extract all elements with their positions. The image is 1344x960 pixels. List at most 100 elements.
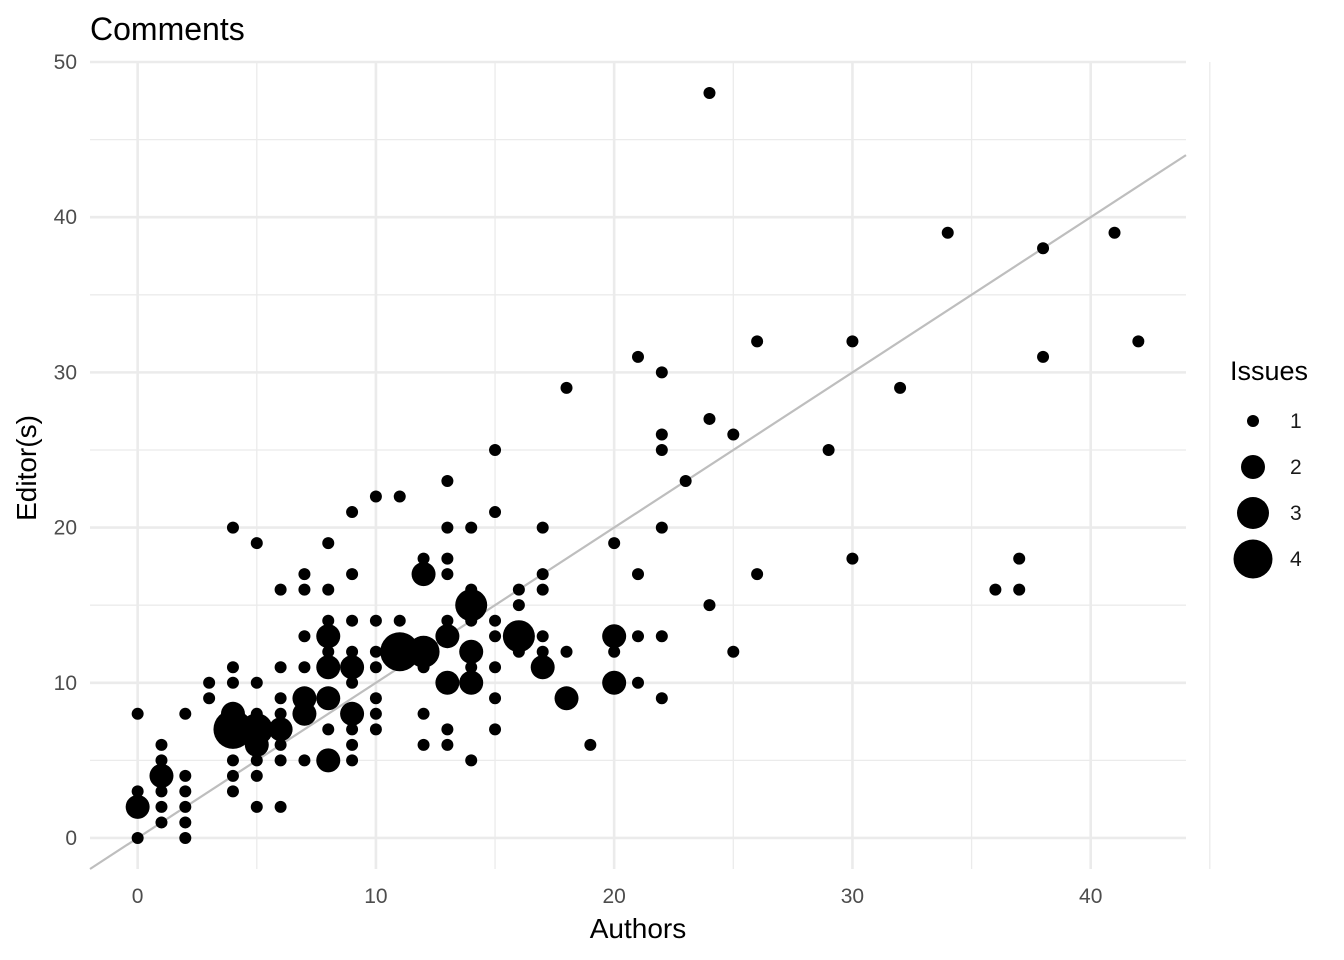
data-point [441,614,454,627]
data-point [316,686,341,711]
data-point [536,583,549,596]
data-point [240,713,273,746]
data-point [655,428,668,441]
data-point [584,738,597,751]
data-point [441,521,454,534]
y-tick-label: 0 [65,827,77,850]
data-point [435,670,460,695]
data-point [250,707,263,720]
data-point [322,583,335,596]
data-point [369,490,382,503]
data-point [179,769,192,782]
data-point [465,661,478,674]
data-point [989,583,1002,596]
data-point [155,754,168,767]
data-point [346,738,359,751]
data-point [751,335,764,348]
data-point [417,552,430,565]
data-point [536,645,549,658]
data-point [1108,226,1121,239]
data-point [369,692,382,705]
data-point [340,655,365,680]
data-point [846,335,859,348]
data-point [274,738,287,751]
data-point [489,692,502,705]
data-point [455,589,488,622]
data-point [155,785,168,798]
x-axis-title: Authors [590,913,687,944]
data-point [530,655,555,680]
legend-key [1247,415,1259,427]
data-point [346,723,359,736]
data-point [465,521,478,534]
legend-entries: 1 2 3 4 [1233,410,1302,579]
y-axis-title: Editor(s) [11,415,42,521]
data-point [179,816,192,829]
data-point [679,475,692,488]
legend-title: Issues [1230,356,1308,386]
data-point [155,816,168,829]
data-point [250,769,263,782]
data-point [346,754,359,767]
data-point [459,639,484,664]
data-point [632,676,644,689]
chart-title: Comments [90,11,245,47]
data-point [655,521,668,534]
data-point [322,645,335,658]
data-point [489,630,502,643]
x-tick-label: 20 [602,885,625,908]
data-point [298,568,311,581]
data-point [407,635,440,668]
data-point [1013,583,1026,596]
data-point [340,701,365,726]
data-point [846,552,859,565]
data-point [250,537,263,550]
data-point [554,686,579,711]
data-point [1013,552,1026,565]
data-point [655,366,668,379]
reference-line [89,154,1187,870]
data-point [441,552,454,565]
data-point [751,568,764,581]
data-point [131,785,144,798]
data-point [465,583,478,596]
data-point [393,614,406,627]
data-point [941,226,954,239]
legend-label: 1 [1290,410,1302,433]
data-point [369,707,382,720]
x-axis-ticks: 0 10 20 30 40 [132,885,1103,908]
data-point [179,707,192,720]
data-point [441,475,454,488]
data-point [226,769,239,782]
x-tick-label: 30 [841,885,864,908]
data-point [632,350,644,363]
data-point [1132,335,1145,348]
data-point [346,645,359,658]
data-point [435,624,460,649]
data-point [155,738,168,751]
x-tick-label: 0 [132,885,144,908]
data-point [602,624,627,649]
data-point [226,754,239,767]
y-tick-label: 10 [54,672,77,695]
data-point [274,800,287,813]
data-point [560,381,573,394]
y-axis-ticks: 0 10 20 30 40 50 [54,51,77,850]
x-tick-label: 10 [364,885,387,908]
data-point [316,748,341,773]
data-point [346,676,359,689]
legend-key [1237,497,1269,529]
legend-key [1241,455,1265,479]
data-point [632,630,644,643]
y-tick-label: 20 [54,517,77,540]
data-point [322,537,335,550]
data-point [298,754,311,767]
data-point [411,562,436,587]
data-point [441,723,454,736]
data-point [274,661,287,674]
data-point [369,645,382,658]
data-point [632,568,644,581]
data-point [298,583,311,596]
data-point [179,785,192,798]
data-point [608,537,621,550]
